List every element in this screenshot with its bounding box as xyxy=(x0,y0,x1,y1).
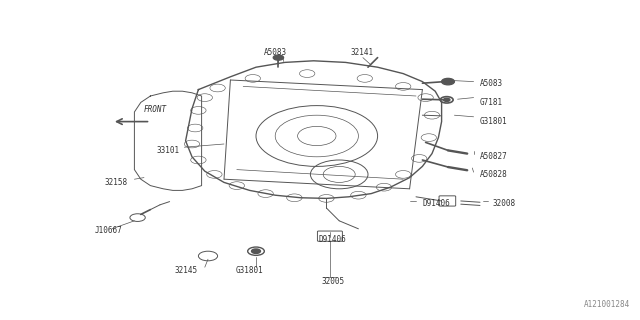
Text: A50827: A50827 xyxy=(480,152,508,161)
Text: 32008: 32008 xyxy=(493,199,516,208)
Text: A121001284: A121001284 xyxy=(584,300,630,309)
Text: G7181: G7181 xyxy=(480,98,503,107)
Circle shape xyxy=(273,55,284,60)
Text: 32005: 32005 xyxy=(321,277,344,286)
Text: G31801: G31801 xyxy=(480,117,508,126)
Text: D91406: D91406 xyxy=(422,199,450,208)
Text: FRONT: FRONT xyxy=(144,105,167,114)
Circle shape xyxy=(444,98,450,101)
Text: A5083: A5083 xyxy=(264,48,287,57)
Text: J10667: J10667 xyxy=(95,226,123,235)
Text: 32141: 32141 xyxy=(350,48,373,57)
Text: A5083: A5083 xyxy=(480,79,503,88)
Text: D91406: D91406 xyxy=(319,236,347,244)
Text: 33101: 33101 xyxy=(156,146,179,155)
Text: 32158: 32158 xyxy=(105,178,128,187)
Text: A50828: A50828 xyxy=(480,170,508,179)
Circle shape xyxy=(442,78,454,85)
Text: G31801: G31801 xyxy=(236,266,264,275)
Text: 32145: 32145 xyxy=(174,266,197,275)
Circle shape xyxy=(252,249,260,253)
